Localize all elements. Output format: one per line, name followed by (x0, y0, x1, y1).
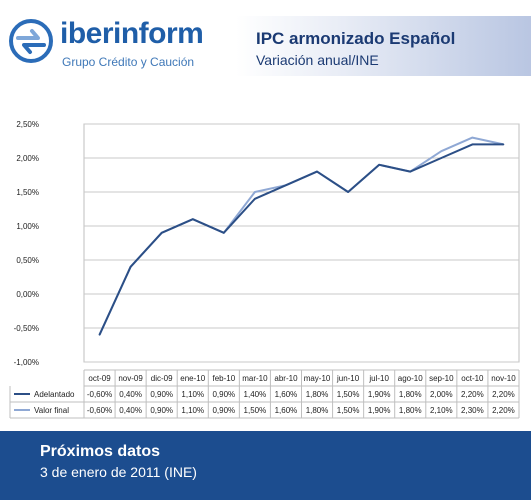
data-label: 1,50% (337, 406, 360, 415)
data-point (191, 218, 194, 220)
series-line-valor-final (98, 136, 504, 336)
y-tick-label: 2,00% (16, 154, 39, 163)
data-point (254, 191, 256, 193)
data-label: -0,60% (87, 390, 112, 399)
data-point (223, 232, 225, 234)
data-label: 1,10% (181, 390, 204, 399)
data-label: 1,90% (368, 390, 391, 399)
y-tick-label: 2,50% (16, 120, 39, 129)
data-label: 2,00% (430, 390, 453, 399)
x-tick-label: abr-10 (274, 374, 298, 383)
y-tick-label: -1,00% (14, 358, 39, 367)
data-point (254, 198, 256, 200)
title-band (236, 16, 531, 76)
data-label: 1,90% (368, 406, 391, 415)
plot-frame (83, 123, 520, 363)
data-label: 0,40% (119, 406, 142, 415)
footer: Próximos datos 3 de enero de 2011 (INE) (0, 431, 531, 500)
y-tick-label: -0,50% (14, 324, 39, 333)
legend-label: Adelantado (34, 390, 75, 399)
header: iberinform Grupo Crédito y Caución IPC a… (0, 0, 531, 82)
data-label: 1,50% (337, 390, 360, 399)
chart-title: IPC armonizado Español (256, 29, 456, 48)
data-label: 2,10% (430, 406, 453, 415)
x-tick-label: mar-10 (242, 374, 268, 383)
line-chart: -1,00% -0,50% 0,00% 0,50% 1,00% 1,50% 2,00% 2,5… (9, 120, 520, 419)
chart-subtitle: Variación anual/INE (256, 52, 379, 68)
data-point (347, 191, 349, 193)
y-tick-label: 1,50% (16, 188, 39, 197)
iberinform-logo-icon (9, 19, 53, 63)
footer-title: Próximos datos (40, 443, 161, 460)
x-tick-label: nov-10 (491, 374, 516, 383)
data-point (440, 150, 443, 152)
data-label: 1,40% (244, 390, 267, 399)
data-point (409, 170, 412, 173)
data-label: 2,20% (492, 406, 515, 415)
data-point (440, 157, 443, 159)
data-point (160, 232, 163, 234)
data-label: 1,80% (306, 406, 329, 415)
data-point (129, 266, 132, 268)
data-point (285, 184, 287, 186)
x-tick-label: feb-10 (212, 374, 235, 383)
data-label: 2,20% (461, 390, 484, 399)
data-label: 1,80% (399, 406, 422, 415)
x-tick-label: sep-10 (429, 374, 454, 383)
data-label: 1,60% (275, 406, 298, 415)
data-point (471, 143, 474, 146)
footer-date: 3 de enero de 2011 (INE) (40, 464, 197, 480)
y-tick-label: 1,00% (16, 222, 39, 231)
data-point (98, 334, 101, 336)
data-label: 0,90% (212, 390, 235, 399)
x-tick-label: ene-10 (180, 374, 205, 383)
data-point (502, 143, 505, 146)
data-label: 0,90% (212, 406, 235, 415)
data-label: 1,80% (306, 390, 329, 399)
data-label: 2,20% (492, 390, 515, 399)
chart-area: -1,00% -0,50% 0,00% 0,50% 1,00% 1,50% 2,00% 2,5… (0, 110, 531, 430)
data-label: 1,10% (181, 406, 204, 415)
data-label: -0,60% (87, 406, 112, 415)
data-label: 1,50% (244, 406, 267, 415)
x-tick-label: dic-09 (151, 374, 173, 383)
y-tick-label: 0,50% (16, 256, 39, 265)
x-tick-label: ago-10 (398, 374, 423, 383)
brand-name: iberinform (60, 17, 204, 50)
data-point (471, 136, 474, 139)
data-point (378, 164, 380, 166)
x-tick-label: jun-10 (336, 374, 360, 383)
data-label: 0,90% (150, 390, 173, 399)
x-tick-label: nov-09 (118, 374, 143, 383)
x-tick-label: oct-09 (88, 374, 111, 383)
legend-label: Valor final (34, 406, 69, 415)
data-label: 1,80% (399, 390, 422, 399)
y-tick-label: 0,00% (16, 290, 39, 299)
data-label: 0,90% (150, 406, 173, 415)
x-tick-label: oct-10 (461, 374, 484, 383)
data-label: 2,30% (461, 406, 484, 415)
data-label: 0,40% (119, 390, 142, 399)
x-tick-label: jul-10 (368, 374, 389, 383)
x-tick-label: may-10 (304, 374, 331, 383)
series-line-adelantado (98, 143, 504, 336)
brand-subtitle: Grupo Crédito y Caución (62, 55, 195, 69)
data-point (316, 170, 318, 173)
data-label: 1,60% (275, 390, 298, 399)
